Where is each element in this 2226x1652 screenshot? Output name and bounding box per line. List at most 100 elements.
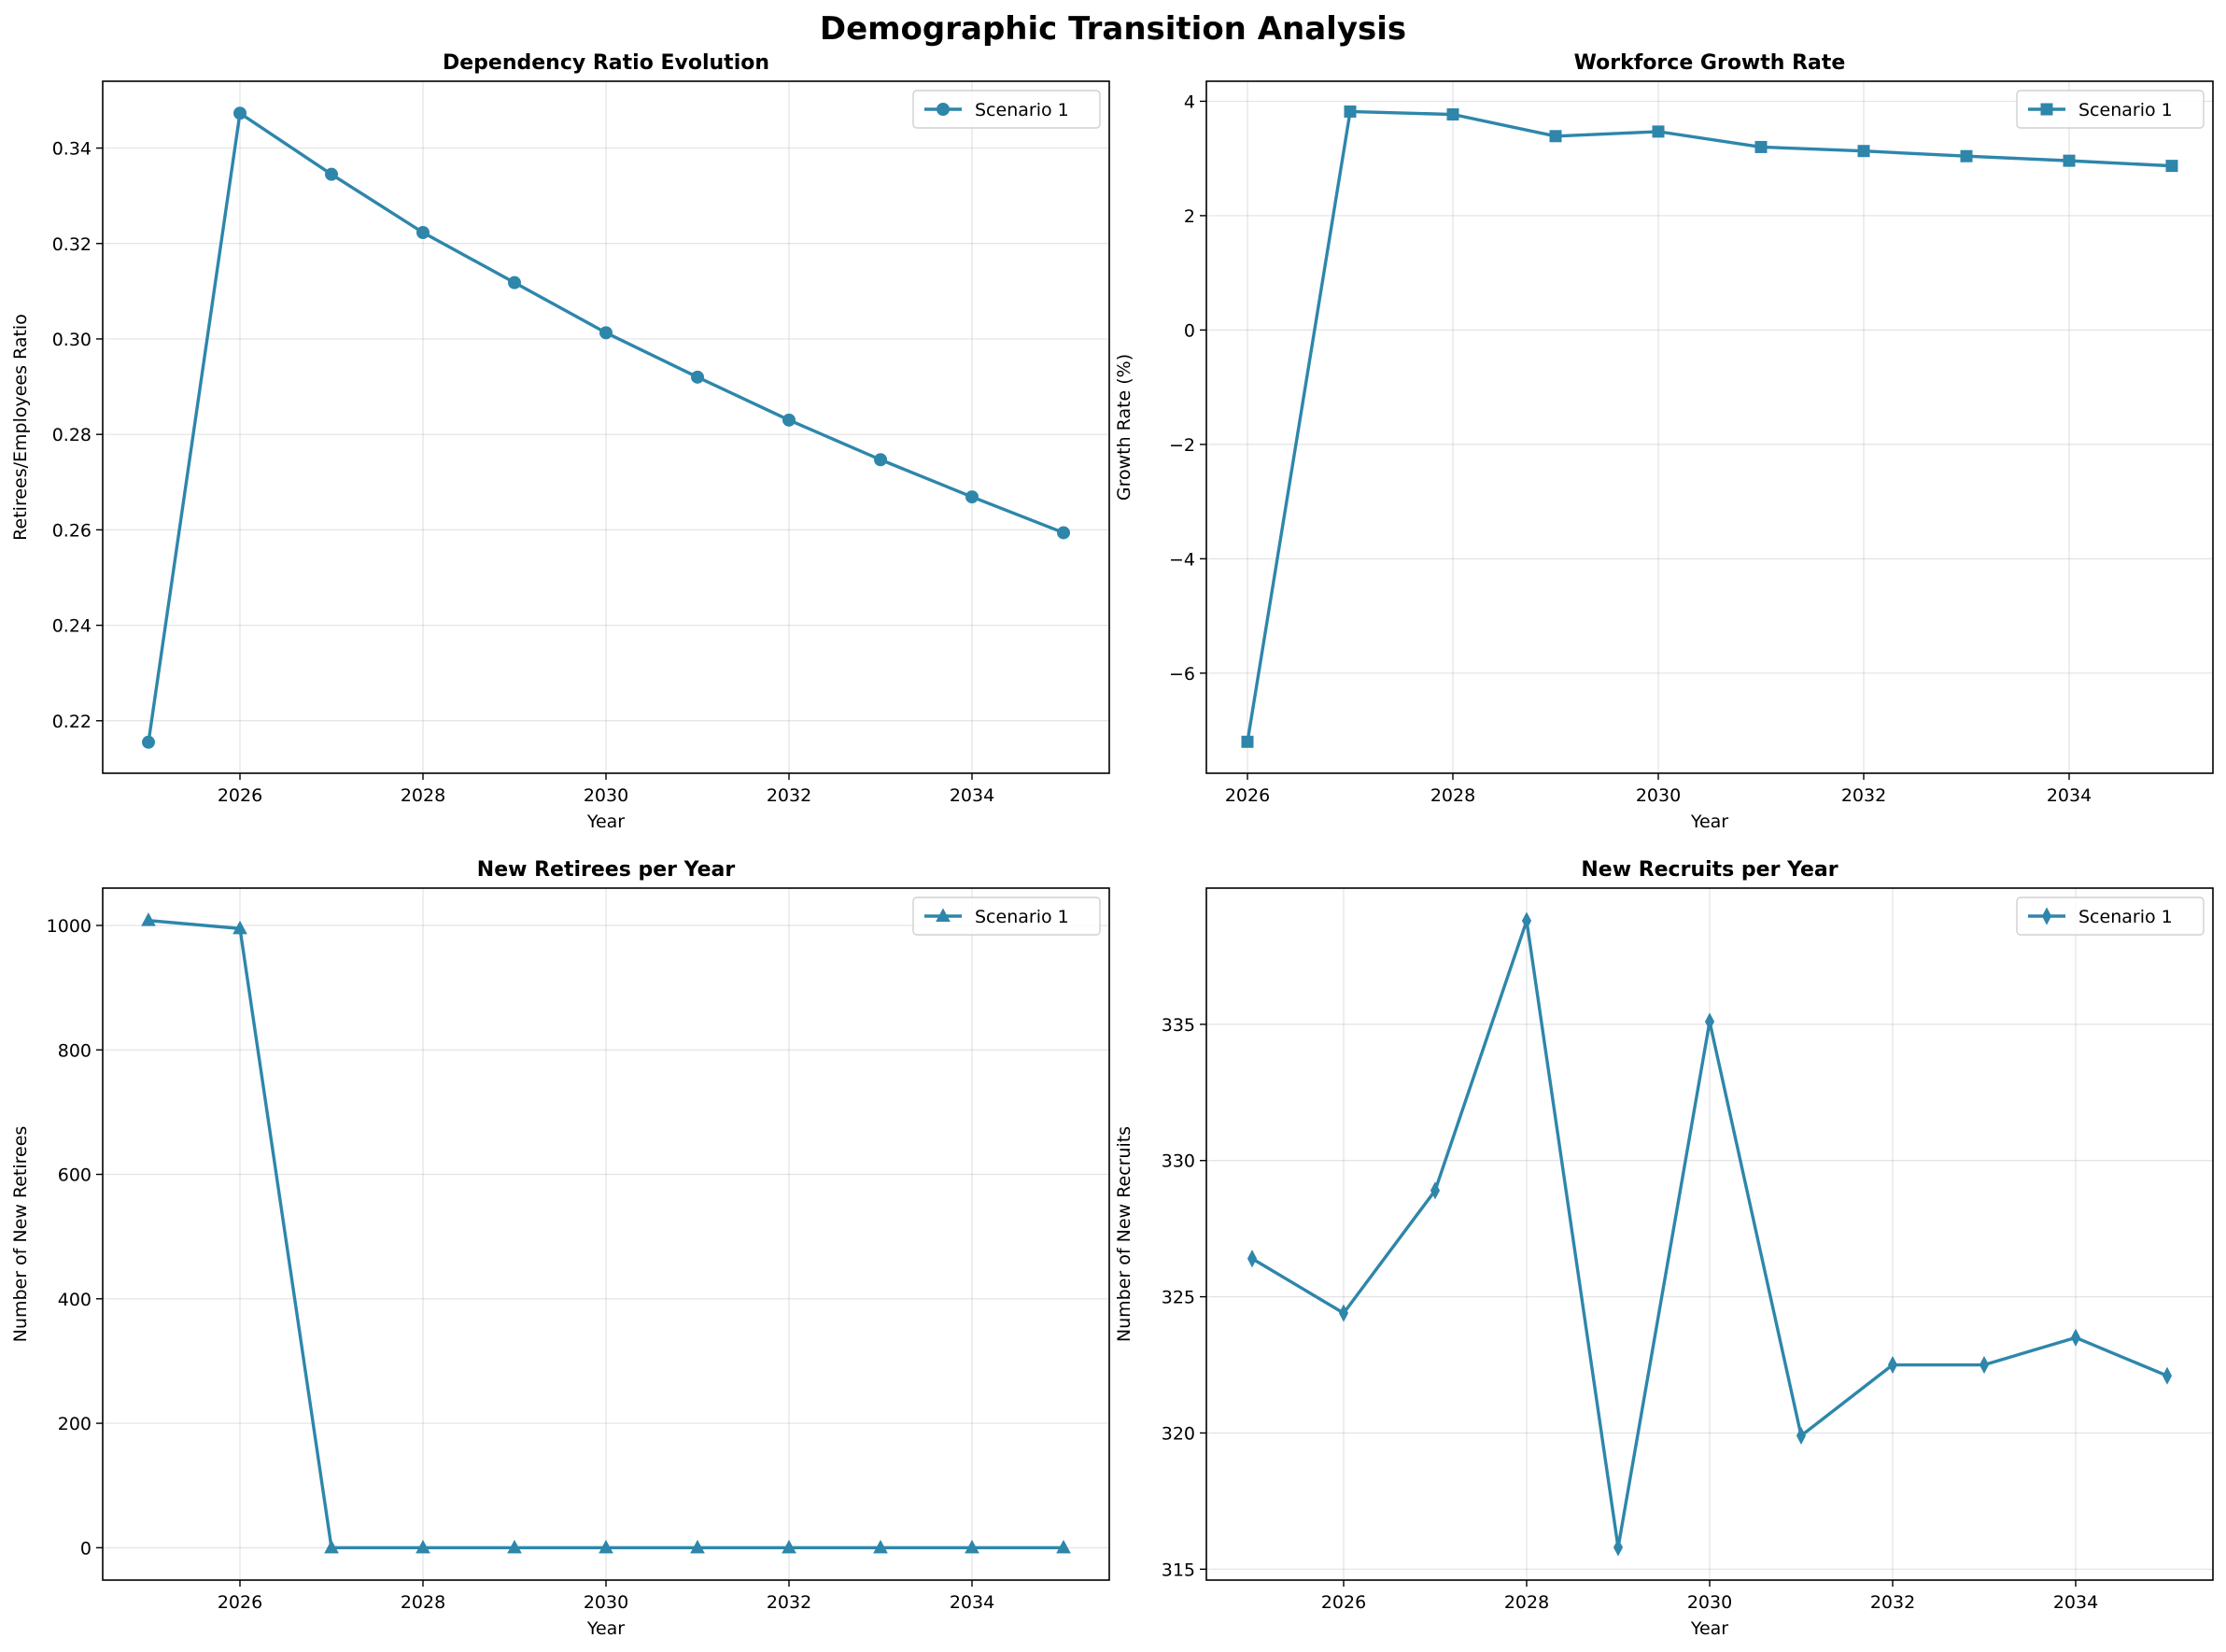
- data-point: [782, 413, 796, 427]
- x-tick-label: 2030: [1636, 785, 1681, 806]
- x-tick-label: 2034: [2053, 1592, 2098, 1613]
- y-tick-label: 600: [58, 1165, 92, 1186]
- data-point: [2162, 1366, 2173, 1385]
- workforce-growth-chart: 2026 2028 2030 2032 2034 −6 −4 −2 0 2 4 Workforce G…: [1114, 51, 2214, 832]
- data-point: [1979, 1355, 1990, 1375]
- y-tick-label: −6: [1169, 664, 1195, 685]
- figure-title: Demographic Transition Analysis: [820, 10, 1406, 48]
- chart-title: Workforce Growth Rate: [1574, 51, 1846, 75]
- y-tick-label: 0.30: [52, 330, 92, 350]
- y-tick-label: 400: [58, 1290, 92, 1310]
- legend-box: [912, 90, 1101, 129]
- data-point: [1344, 105, 1357, 118]
- y-tick-label: 2: [1184, 206, 1195, 227]
- data-point: [233, 106, 247, 120]
- legend-label: Scenario 1: [975, 100, 1069, 120]
- y-tick-label: 0.28: [52, 425, 92, 445]
- data-point: [507, 1539, 522, 1554]
- y-axis-label: Number of New Retirees: [10, 1126, 31, 1343]
- data-point: [1857, 145, 1870, 158]
- data-point: [1549, 130, 1562, 143]
- legend: Scenario 1: [2016, 90, 2205, 129]
- legend-box: [2016, 897, 2205, 936]
- new-retirees-chart: 2026 2028 2030 2032 2034 0 200 400 600 800 1000 New…: [10, 858, 1110, 1639]
- data-point: [1056, 1539, 1071, 1554]
- data-point: [690, 1539, 705, 1554]
- data-point: [965, 1539, 979, 1554]
- data-point: [1247, 1250, 1258, 1268]
- x-tick-label: 2028: [401, 1592, 445, 1613]
- y-axis-label: Retirees/Employees Ratio: [10, 314, 31, 541]
- legend: Scenario 1: [2016, 897, 2205, 936]
- x-tick-label: 2032: [767, 785, 811, 806]
- data-point: [1338, 1304, 1349, 1322]
- data-point: [874, 453, 887, 467]
- legend-label: Scenario 1: [2078, 907, 2173, 927]
- data-point: [873, 1539, 888, 1554]
- data-point: [1754, 140, 1768, 153]
- x-axis-label: Year: [1690, 812, 1728, 832]
- x-tick-label: 2030: [1687, 1592, 1732, 1613]
- chart-title: Dependency Ratio Evolution: [443, 51, 769, 75]
- x-axis-label: Year: [586, 812, 625, 832]
- data-point: [2070, 1328, 2081, 1347]
- x-tick-label: 2032: [1841, 785, 1886, 806]
- data-point: [1796, 1426, 1807, 1445]
- data-point: [1057, 526, 1070, 540]
- x-tick-label: 2034: [950, 1592, 994, 1613]
- data-point: [142, 735, 155, 749]
- y-tick-label: 0.26: [52, 520, 92, 541]
- data-point: [782, 1539, 796, 1554]
- chart-title: New Retirees per Year: [477, 858, 736, 882]
- data-point: [416, 225, 430, 239]
- x-tick-label: 2034: [2047, 785, 2092, 806]
- legend-box: [912, 897, 1101, 936]
- series-line: [1246, 109, 2174, 744]
- data-point: [599, 1539, 613, 1554]
- data-point: [1960, 149, 1973, 162]
- legend-box: [2016, 90, 2205, 129]
- x-axis-label: Year: [1690, 1618, 1728, 1639]
- y-axis-label: Growth Rate (%): [1114, 354, 1134, 501]
- x-tick-label: 2028: [1430, 785, 1475, 806]
- y-tick-label: 315: [1162, 1560, 1195, 1580]
- x-tick-label: 2026: [218, 785, 262, 806]
- chart-title: New Recruits per Year: [1581, 858, 1838, 882]
- x-tick-label: 2026: [1321, 1592, 1366, 1613]
- x-tick-label: 2028: [401, 785, 445, 806]
- y-tick-label: 0.32: [52, 234, 92, 255]
- data-point: [1887, 1355, 1898, 1375]
- y-tick-label: 320: [1162, 1423, 1195, 1444]
- x-tick-label: 2030: [584, 1592, 628, 1613]
- data-point: [965, 490, 979, 504]
- data-point: [141, 912, 156, 926]
- data-point: [1430, 1181, 1441, 1200]
- x-tick-label: 2032: [767, 1592, 811, 1613]
- data-point: [325, 167, 338, 181]
- data-point: [508, 275, 521, 289]
- data-point: [1241, 735, 1254, 748]
- y-tick-label: 0.22: [52, 712, 92, 732]
- new-recruits-chart: 2026 2028 2030 2032 2034 315 320 325 330 335 New R…: [1114, 858, 2214, 1639]
- y-axis-label: Number of New Recruits: [1114, 1126, 1134, 1342]
- x-axis-label: Year: [586, 1618, 625, 1639]
- legend-marker: [936, 908, 951, 922]
- legend-marker: [937, 103, 950, 116]
- x-tick-label: 2034: [950, 785, 994, 806]
- legend-label: Scenario 1: [975, 907, 1069, 927]
- y-tick-label: 0: [1184, 320, 1195, 341]
- y-tick-label: 0.34: [52, 139, 92, 160]
- y-tick-label: 800: [58, 1040, 92, 1061]
- data-point: [1704, 1012, 1715, 1031]
- x-tick-label: 2032: [1870, 1592, 1915, 1613]
- y-tick-label: 4: [1184, 92, 1195, 112]
- dependency-ratio-chart: 2026 2028 2030 2032 2034 0.22 0.24 0.26 0.28 0.30…: [10, 51, 1110, 832]
- legend: Scenario 1: [912, 90, 1101, 129]
- data-point: [416, 1539, 430, 1554]
- data-point: [1613, 1538, 1624, 1557]
- data-point: [1521, 911, 1532, 930]
- legend-marker: [2041, 907, 2052, 925]
- data-point: [2165, 160, 2178, 173]
- legend: Scenario 1: [912, 897, 1101, 936]
